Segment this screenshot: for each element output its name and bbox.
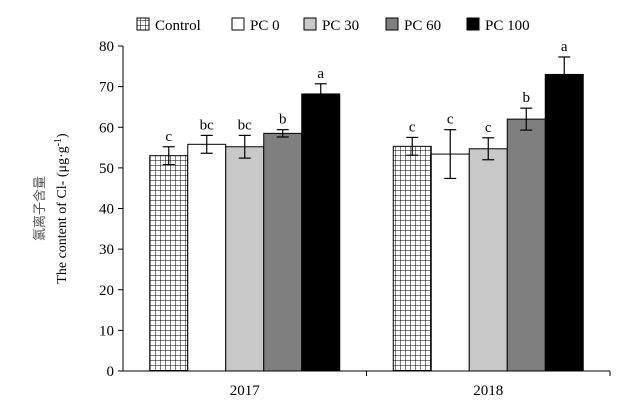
legend-swatch bbox=[303, 17, 317, 31]
legend-label: PC 30 bbox=[322, 18, 359, 34]
bar bbox=[301, 93, 341, 372]
legend-item: PC 30 bbox=[303, 17, 359, 34]
error-bar bbox=[276, 129, 289, 138]
bar bbox=[468, 148, 508, 372]
legend-swatch bbox=[136, 17, 150, 31]
legend-swatch bbox=[385, 17, 399, 31]
y-tick-label: 60 bbox=[99, 120, 114, 136]
y-axis-title-cn: 氯离子含量 bbox=[32, 176, 48, 241]
significance-letter: a bbox=[317, 66, 324, 82]
legend-item: PC 100 bbox=[466, 17, 530, 34]
bar bbox=[187, 143, 227, 372]
error-bar bbox=[520, 107, 533, 131]
significance-letter: bc bbox=[200, 117, 215, 133]
y-tick-label: 30 bbox=[99, 242, 114, 258]
error-bar bbox=[238, 134, 251, 159]
error-bar bbox=[482, 137, 495, 161]
legend-label: PC 100 bbox=[485, 18, 530, 34]
error-bar bbox=[314, 83, 327, 105]
axes: 0 10 20 30 40 50 60 70 80 2017 2018 bbox=[99, 39, 611, 399]
error-bar bbox=[162, 146, 175, 166]
significance-letter: c bbox=[485, 120, 492, 136]
y-axis-title-en: The content of Cl- (μg·g-1) bbox=[53, 133, 71, 284]
legend-item: PC 60 bbox=[385, 17, 441, 34]
bar bbox=[506, 118, 546, 372]
legend-item: PC 0 bbox=[231, 17, 280, 34]
significance-letter: c bbox=[165, 129, 172, 145]
bar bbox=[392, 145, 432, 372]
x-tick-label: 2018 bbox=[473, 383, 503, 399]
y-tick-label: 70 bbox=[99, 80, 114, 96]
bar bbox=[430, 153, 470, 372]
legend: Control PC 0 PC 30 PC 60 PC 100 bbox=[136, 17, 530, 34]
significance-letter: b bbox=[279, 112, 287, 128]
significance-letter: c bbox=[447, 112, 454, 128]
significance-letter: a bbox=[561, 39, 568, 55]
y-tick-label: 0 bbox=[107, 364, 115, 380]
significance-letter: b bbox=[523, 90, 531, 106]
y-axis-title: 氯离子含量 The content of Cl- (μg·g-1) bbox=[32, 133, 70, 284]
x-tick-label: 2017 bbox=[230, 383, 261, 399]
error-bar bbox=[444, 129, 457, 180]
significance-letter: bc bbox=[238, 117, 253, 133]
significance-letter: c bbox=[409, 119, 416, 135]
bars: c c bc c bc c b b a a bbox=[149, 39, 584, 372]
legend-label: PC 0 bbox=[250, 18, 280, 34]
error-bar bbox=[558, 56, 571, 93]
y-tick-label: 20 bbox=[99, 283, 114, 299]
legend-label: Control bbox=[155, 18, 201, 34]
legend-swatch bbox=[231, 17, 245, 31]
bar bbox=[544, 73, 584, 372]
y-tick-label: 50 bbox=[99, 161, 114, 177]
bar bbox=[263, 132, 303, 372]
bar bbox=[149, 155, 189, 372]
legend-swatch bbox=[466, 17, 480, 31]
y-tick-label: 10 bbox=[99, 323, 114, 339]
y-tick-label: 80 bbox=[99, 39, 114, 55]
error-bar bbox=[406, 136, 419, 156]
legend-label: PC 60 bbox=[404, 18, 441, 34]
legend-item: Control bbox=[136, 17, 201, 34]
y-tick-label: 40 bbox=[99, 202, 114, 218]
bar bbox=[225, 146, 265, 372]
error-bar bbox=[200, 134, 213, 154]
